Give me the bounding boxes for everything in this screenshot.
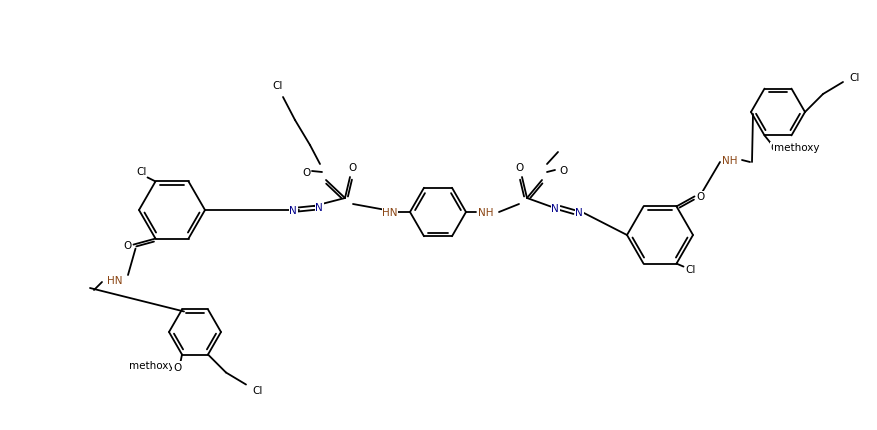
Text: HN: HN: [107, 275, 123, 286]
Text: O: O: [559, 166, 567, 175]
Text: HN: HN: [382, 208, 398, 218]
Text: N: N: [575, 208, 583, 218]
Text: Cl: Cl: [253, 384, 263, 395]
Text: N: N: [551, 203, 559, 214]
Text: O: O: [124, 240, 132, 250]
Text: O: O: [173, 362, 182, 372]
Text: Cl: Cl: [850, 73, 860, 83]
Text: methoxy: methoxy: [774, 143, 819, 153]
Text: Cl: Cl: [136, 167, 146, 177]
Text: Cl: Cl: [273, 81, 283, 91]
Text: N: N: [315, 203, 323, 212]
Text: N: N: [289, 206, 297, 215]
Text: NH: NH: [723, 156, 738, 166]
Text: O: O: [516, 163, 524, 172]
Text: Cl: Cl: [685, 264, 695, 274]
Text: methoxy: methoxy: [129, 359, 175, 370]
Text: O: O: [770, 143, 779, 153]
Text: O: O: [302, 168, 310, 178]
Text: O: O: [348, 163, 356, 172]
Text: O: O: [696, 192, 704, 202]
Text: NH: NH: [478, 208, 494, 218]
